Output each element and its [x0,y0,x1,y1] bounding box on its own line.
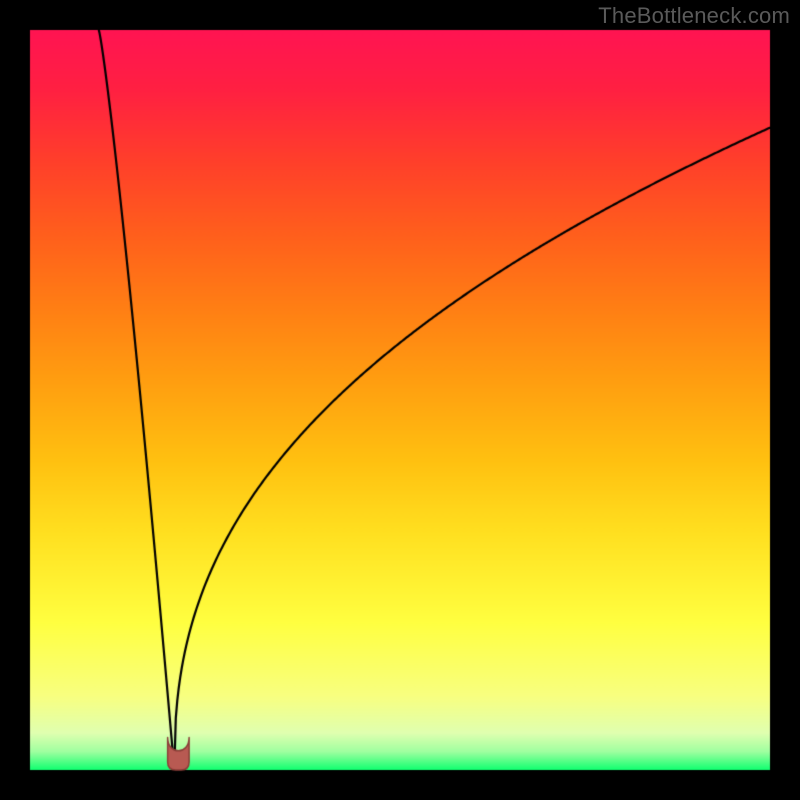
bottleneck-chart-canvas [0,0,800,800]
chart-container: TheBottleneck.com [0,0,800,800]
source-watermark: TheBottleneck.com [598,3,790,29]
